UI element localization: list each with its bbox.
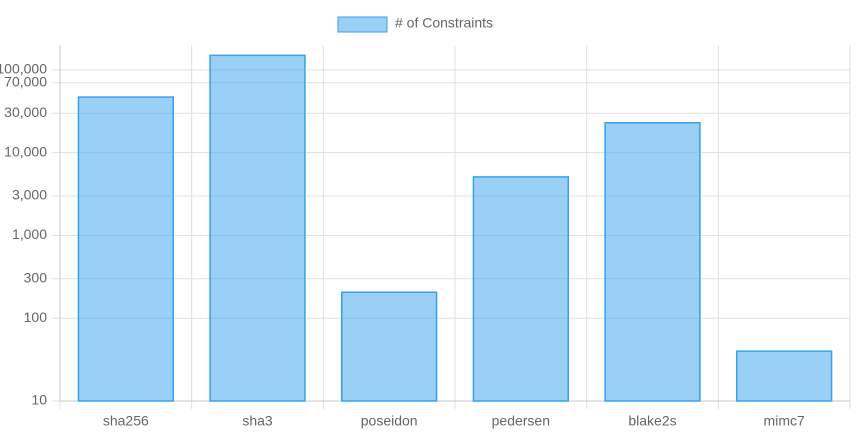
y-tick-label: 10 xyxy=(31,392,47,408)
y-tick-label: 3,000 xyxy=(12,187,47,203)
y-tick-label: 100 xyxy=(24,309,48,325)
x-tick-label: pedersen xyxy=(492,413,550,429)
bar[interactable] xyxy=(77,96,174,402)
x-tick-label: poseidon xyxy=(361,413,418,429)
y-tick-label: 30,000 xyxy=(4,104,47,120)
bar[interactable] xyxy=(341,291,438,402)
x-tick-label: blake2s xyxy=(628,413,676,429)
bar[interactable] xyxy=(604,121,701,402)
x-tick-label: sha256 xyxy=(103,413,149,429)
x-tick-label: sha3 xyxy=(242,413,273,429)
y-tick-label: 300 xyxy=(24,269,48,285)
bar[interactable] xyxy=(209,54,306,402)
y-tick-label: 1,000 xyxy=(12,226,47,242)
bar[interactable] xyxy=(472,176,569,402)
y-tick-label: 70,000 xyxy=(4,73,47,89)
y-tick-label: 100,000 xyxy=(0,61,47,77)
x-tick-label: mimc7 xyxy=(764,413,805,429)
legend-swatch[interactable] xyxy=(337,16,388,33)
bar[interactable] xyxy=(736,350,833,402)
y-tick-label: 10,000 xyxy=(4,143,47,159)
legend-label[interactable]: # of Constraints xyxy=(395,15,493,31)
